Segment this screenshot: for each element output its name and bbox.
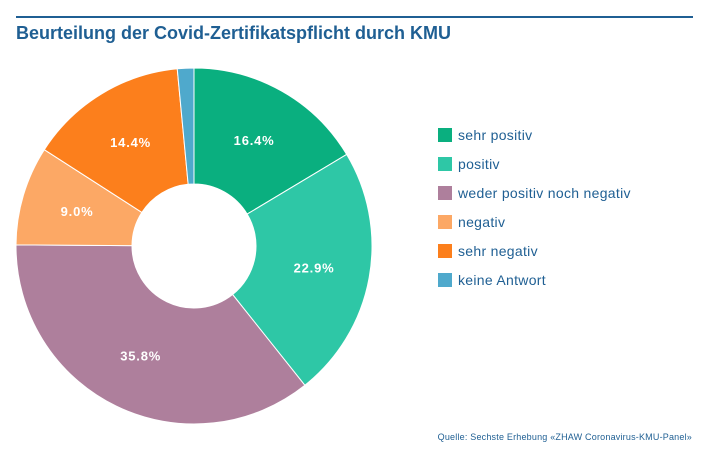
legend-label: weder positiv noch negativ bbox=[458, 184, 631, 201]
data-label: 22.9% bbox=[294, 261, 335, 276]
legend-swatch bbox=[438, 185, 452, 200]
data-label: 14.4% bbox=[110, 135, 151, 150]
legend-swatch bbox=[438, 272, 452, 287]
slice-sehr-positiv bbox=[193, 67, 348, 215]
slice-sehr-negativ bbox=[43, 68, 189, 214]
legend-label: sehr positiv bbox=[458, 126, 533, 143]
legend-label: sehr negativ bbox=[458, 242, 538, 259]
chart-title: Beurteilung der Covid-Zertifikatspflicht… bbox=[16, 23, 452, 43]
top-rule bbox=[16, 16, 693, 18]
data-label: 16.4% bbox=[234, 133, 275, 148]
data-label: 9.0% bbox=[61, 204, 94, 219]
data-label: 35.8% bbox=[120, 349, 161, 364]
slice-keine-Antwort bbox=[176, 67, 195, 185]
legend-item: sehr positiv bbox=[438, 120, 631, 149]
legend-swatch bbox=[438, 127, 452, 142]
legend: sehr positiv positiv weder positiv noch ne… bbox=[438, 120, 631, 294]
legend-swatch bbox=[438, 243, 452, 258]
legend-item: positiv bbox=[438, 149, 631, 178]
slice-positiv bbox=[231, 153, 373, 386]
legend-item: sehr negativ bbox=[438, 236, 631, 265]
legend-item: weder positiv noch negativ bbox=[438, 178, 631, 207]
legend-label: positiv bbox=[458, 155, 500, 172]
legend-item: keine Antwort bbox=[438, 265, 631, 294]
legend-swatch bbox=[438, 156, 452, 171]
legend-swatch bbox=[438, 214, 452, 229]
donut-chart: 16.4% 22.9% 35.8% 9.0% 14.4% bbox=[15, 67, 373, 425]
legend-label: keine Antwort bbox=[458, 271, 546, 288]
slice-weder-positiv-noch-negativ bbox=[15, 244, 306, 425]
source-note: Quelle: Sechste Erhebung «ZHAW Coronavir… bbox=[437, 432, 692, 442]
legend-item: negativ bbox=[438, 207, 631, 236]
legend-label: negativ bbox=[458, 213, 506, 230]
